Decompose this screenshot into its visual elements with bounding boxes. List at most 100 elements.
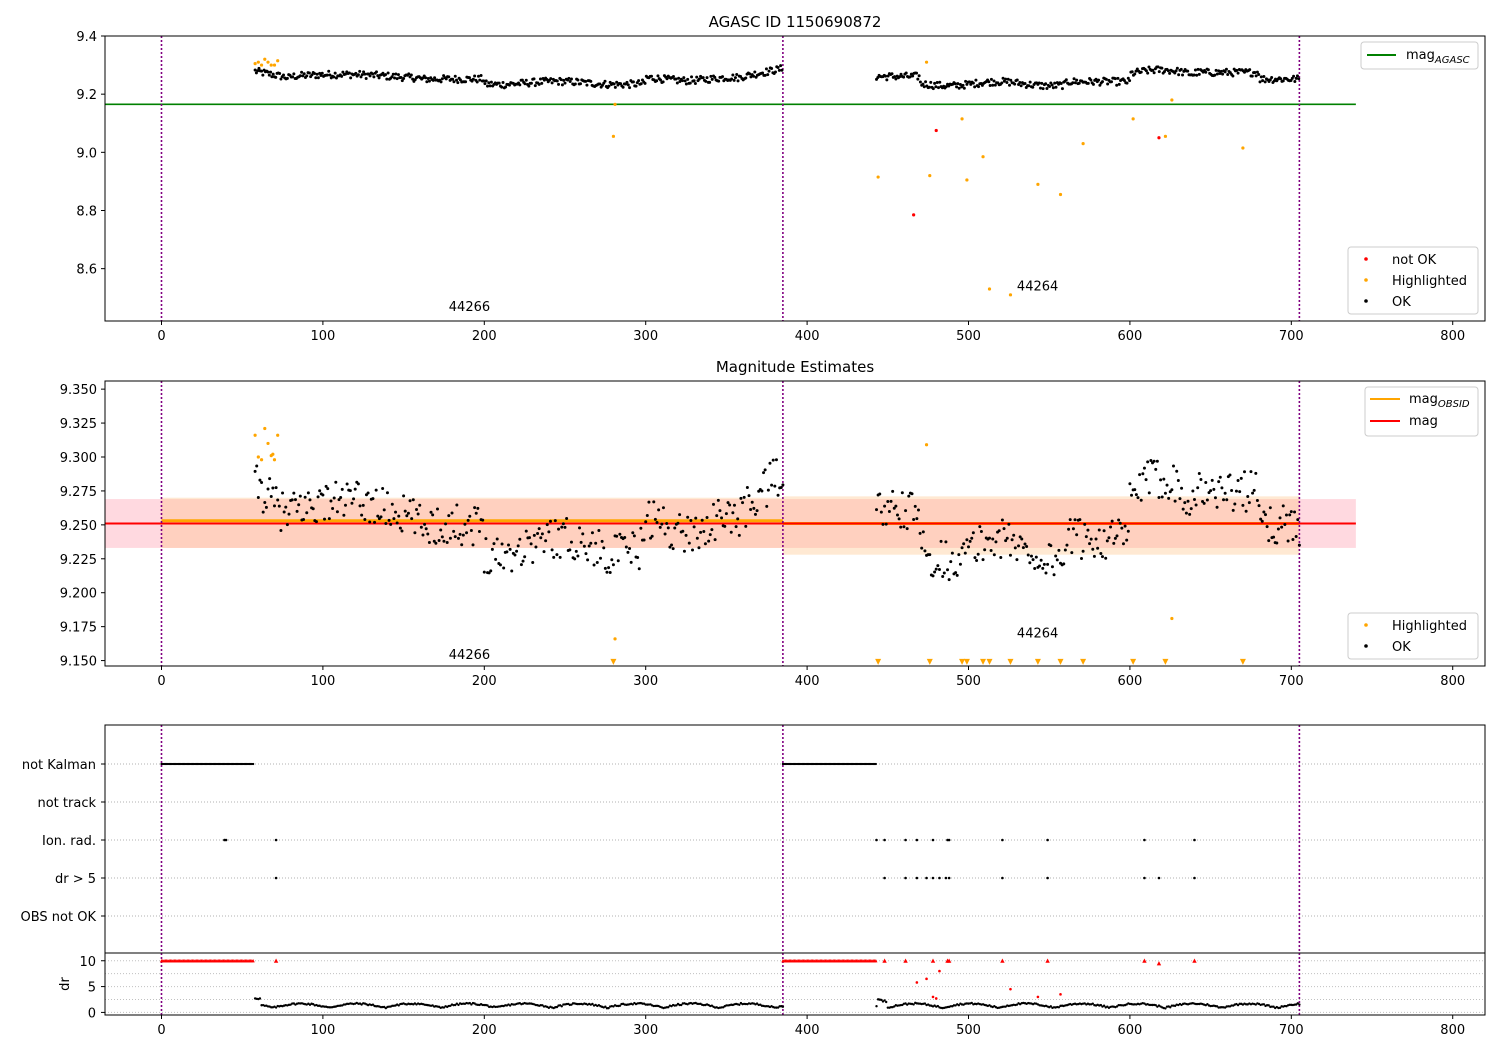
- data-point-ok: [1059, 82, 1063, 86]
- data-point-highlighted: [924, 60, 929, 64]
- upper-limit-marker: [875, 658, 882, 665]
- data-point-ok: [1065, 543, 1069, 547]
- data-point-ok: [518, 83, 522, 87]
- data-point-ok: [256, 69, 260, 73]
- data-point-ok: [507, 83, 511, 87]
- data-point-ok: [682, 76, 686, 80]
- data-point-ok: [961, 83, 965, 87]
- data-point-ok: [507, 543, 511, 547]
- data-point-ok: [1042, 562, 1046, 566]
- data-point-ok: [494, 557, 498, 561]
- data-point-ok: [363, 518, 367, 522]
- data-point-ok: [476, 74, 480, 78]
- data-point-ok: [1268, 78, 1272, 82]
- data-point-ok: [1106, 82, 1110, 86]
- data-point-ok: [1235, 68, 1239, 72]
- data-point-ok: [1280, 525, 1284, 529]
- data-point-ok: [1162, 70, 1166, 74]
- data-point-ok: [626, 83, 630, 87]
- data-point-ok: [1146, 460, 1150, 464]
- data-point-ok: [1060, 87, 1064, 91]
- data-point-ok: [290, 498, 294, 502]
- data-point-ok: [1259, 75, 1263, 79]
- flag-point: [944, 876, 948, 880]
- data-point-ok: [497, 81, 501, 85]
- x-tick-label: 400: [795, 329, 820, 344]
- dr-point: [1049, 1005, 1053, 1008]
- x-tick-label: 200: [472, 1023, 497, 1038]
- y-tick-label: 9.300: [60, 451, 97, 466]
- data-point-ok: [660, 522, 664, 526]
- data-point-ok: [1291, 537, 1295, 541]
- data-point-ok: [536, 531, 540, 535]
- data-point-ok: [473, 74, 477, 78]
- data-point-ok: [311, 507, 315, 511]
- data-point-ok: [258, 478, 262, 482]
- data-point-ok: [382, 508, 386, 512]
- data-point-ok: [991, 537, 995, 541]
- dr-capped-marker: [930, 958, 936, 963]
- data-point-ok: [629, 560, 633, 564]
- data-point-ok: [904, 71, 908, 75]
- data-point-ok: [1166, 69, 1170, 73]
- data-point-ok: [1038, 564, 1042, 568]
- data-point-ok: [1070, 551, 1074, 555]
- data-point-ok: [1110, 519, 1114, 523]
- data-point-ok: [1244, 509, 1248, 513]
- data-point-ok: [1091, 82, 1095, 86]
- data-point-ok: [895, 513, 899, 517]
- data-point-ok: [993, 83, 997, 87]
- data-point-highlighted: [272, 63, 277, 67]
- data-point-ok: [431, 78, 435, 82]
- data-point-ok: [886, 500, 890, 504]
- legend-bottom: not OK Highlighted OK: [1347, 246, 1479, 315]
- data-point-ok: [1260, 519, 1264, 523]
- flag-point: [1143, 876, 1146, 880]
- data-point-ok: [400, 79, 404, 83]
- dr-capped-marker: [1000, 958, 1005, 963]
- data-point-ok: [618, 532, 622, 536]
- data-point-ok: [1233, 502, 1237, 506]
- upper-limit-marker: [926, 658, 933, 665]
- data-point-ok: [886, 74, 890, 78]
- data-point-ok: [933, 81, 937, 85]
- data-point-ok: [899, 72, 903, 76]
- data-point-ok: [715, 514, 719, 518]
- data-point-ok: [301, 74, 305, 78]
- data-point-ok: [1192, 73, 1196, 77]
- data-point-ok: [1191, 489, 1195, 493]
- data-point-ok: [1098, 83, 1102, 87]
- data-point-ok: [1135, 67, 1139, 71]
- data-point-ok: [1107, 536, 1111, 540]
- data-point-ok: [1226, 73, 1230, 77]
- data-point-ok: [555, 553, 559, 557]
- legend-frame: [1347, 612, 1479, 660]
- data-point-ok: [565, 517, 569, 521]
- data-point-ok: [1113, 536, 1117, 540]
- data-point-ok: [941, 574, 945, 578]
- data-point-ok: [1255, 70, 1259, 74]
- dr-point: [371, 1003, 375, 1006]
- dr-point: [604, 1005, 607, 1008]
- data-point-ok: [302, 517, 306, 521]
- data-point-ok: [1125, 538, 1129, 542]
- axes-frame: [104, 952, 1486, 1016]
- data-point-ok: [770, 67, 774, 71]
- data-point-ok: [508, 547, 512, 551]
- dr-point: [1057, 1006, 1061, 1009]
- data-point-ok: [387, 518, 391, 522]
- data-point-ok: [358, 69, 362, 73]
- data-point-ok: [1184, 511, 1188, 515]
- data-point-ok: [307, 71, 311, 75]
- data-point-ok: [416, 512, 420, 516]
- data-point-ok: [753, 70, 757, 74]
- data-point-ok: [731, 511, 735, 515]
- data-point-ok: [453, 74, 457, 78]
- data-point-ok: [915, 517, 919, 521]
- data-point-ok: [427, 79, 431, 83]
- data-point-ok: [962, 542, 966, 546]
- upper-limit-marker: [959, 658, 966, 665]
- y-tick-label: 10: [79, 955, 96, 970]
- dr-point: [486, 1004, 489, 1007]
- data-point-ok: [762, 471, 766, 475]
